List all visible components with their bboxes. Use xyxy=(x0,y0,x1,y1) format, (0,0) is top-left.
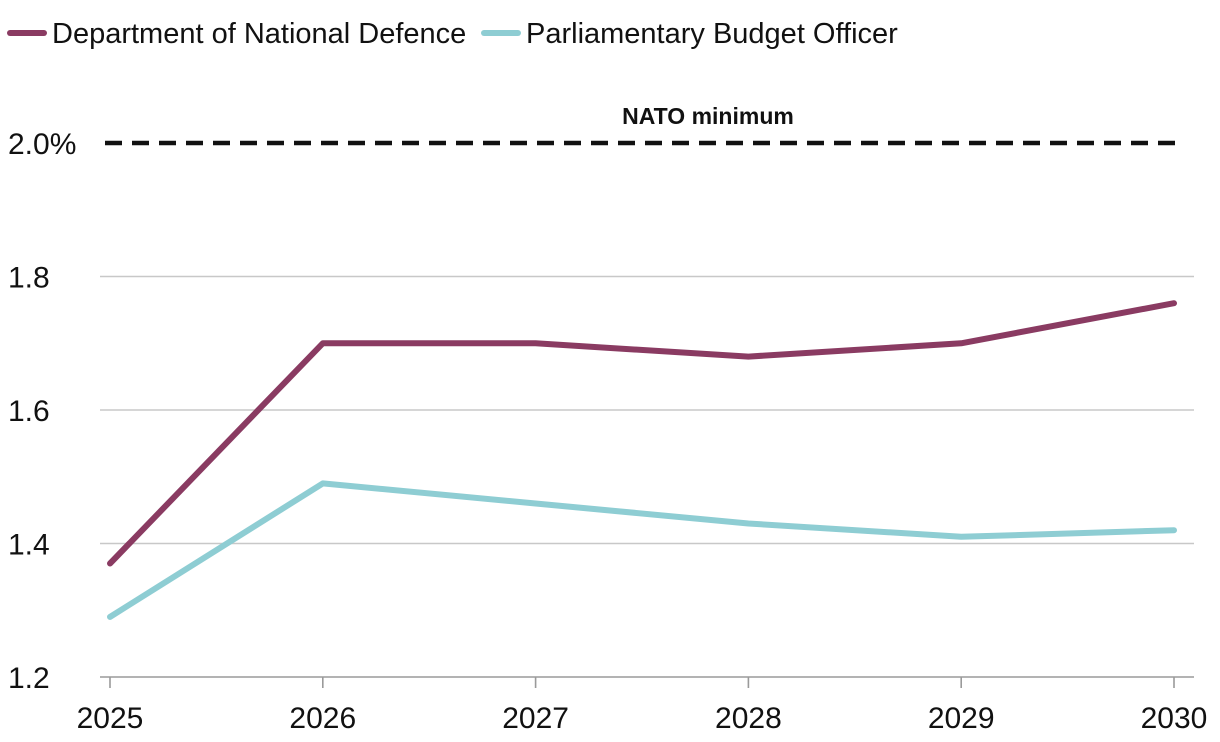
x-axis: 2025 2026 2027 2028 2029 2030 xyxy=(77,677,1208,735)
y-tick-label: 1.2 xyxy=(8,662,50,695)
y-tick-label: 1.8 xyxy=(8,262,50,295)
y-axis: 2.0% 1.8 1.6 1.4 1.2 xyxy=(8,128,76,695)
legend-item-pbo: Parliamentary Budget Officer xyxy=(481,18,898,50)
series-line-department-of-national-defence xyxy=(107,300,1177,567)
legend: Department of National Defence Parliamen… xyxy=(7,18,898,50)
series-line-parliamentary-budget-officer xyxy=(107,480,1177,620)
legend-item-dnd: Department of National Defence xyxy=(7,18,466,50)
x-tick-label: 2025 xyxy=(77,702,144,735)
y-tick-label: 1.4 xyxy=(8,529,50,562)
nato-reference: NATO minimum xyxy=(105,103,1178,146)
nato-minimum-label: NATO minimum xyxy=(622,103,794,129)
x-tick-label: 2029 xyxy=(928,702,995,735)
x-tick-label: 2026 xyxy=(289,702,356,735)
x-tick-label: 2030 xyxy=(1141,702,1208,735)
y-tick-label: 2.0% xyxy=(8,128,76,161)
grid-lines xyxy=(100,275,1194,678)
legend-label-pbo: Parliamentary Budget Officer xyxy=(526,18,898,50)
series-lines xyxy=(107,300,1177,620)
legend-label-dnd: Department of National Defence xyxy=(52,18,466,50)
y-tick-label: 1.6 xyxy=(8,395,50,428)
x-tick-label: 2028 xyxy=(715,702,782,735)
x-tick-label: 2027 xyxy=(502,702,569,735)
